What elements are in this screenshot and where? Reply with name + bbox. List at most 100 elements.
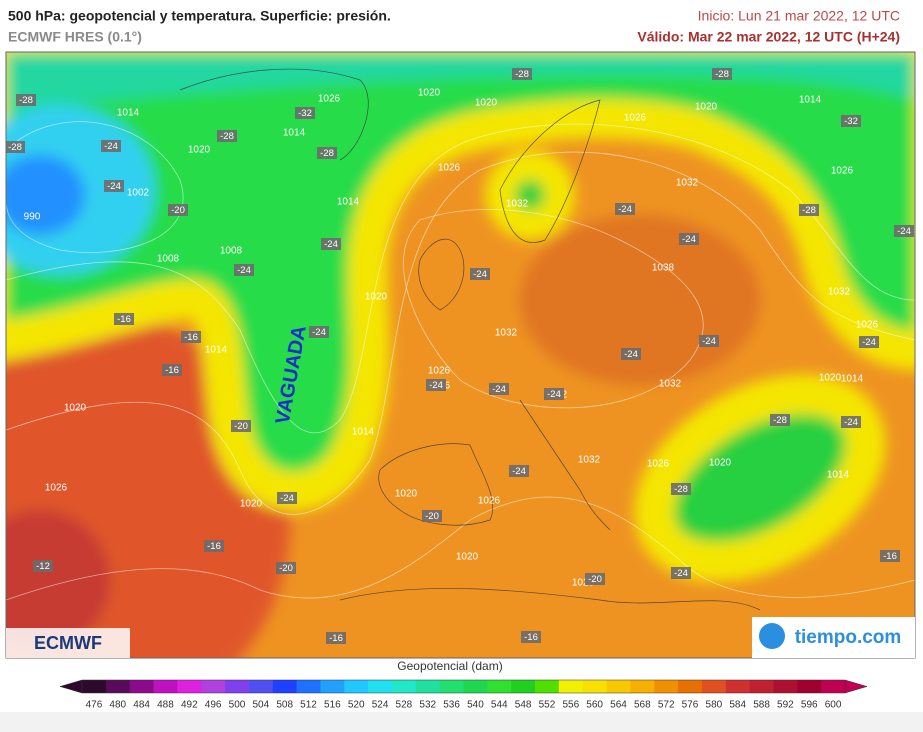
temperature-box — [101, 140, 121, 152]
colorbar-tick-label: 476 — [86, 700, 103, 711]
trough-fill — [6, 52, 915, 472]
temperature-label: -28 — [220, 131, 234, 142]
colorbar-cell — [129, 680, 155, 693]
isobar-label: 1014 — [117, 108, 140, 119]
isobar-label: 1032 — [495, 328, 518, 339]
title: 500 hPa: geopotencial y temperatura. Sup… — [8, 8, 391, 24]
temperature-box — [671, 567, 691, 579]
temperature-label: -24 — [324, 239, 338, 250]
isobar-label: 1020 — [695, 102, 718, 113]
colorbar-tick-label: 536 — [443, 700, 460, 711]
isobar-label: 1002 — [127, 188, 150, 199]
temperature-label: -20 — [425, 511, 439, 522]
isobar-label: 1008 — [157, 254, 180, 265]
temperature-label: -24 — [280, 493, 294, 504]
isobar-label: 1014 — [205, 345, 228, 356]
colorbar-cell — [344, 680, 369, 693]
isobar-label: 1014 — [337, 197, 360, 208]
colorbar-tick-label: 548 — [515, 700, 532, 711]
temperature-label: -28 — [8, 142, 22, 153]
coastline — [179, 68, 369, 161]
valid-time: Válido: Mar 22 mar 2022, 12 UTC (H+24) — [637, 29, 900, 45]
coastline — [519, 399, 611, 531]
colorbar-tick-label: 572 — [658, 700, 675, 711]
temperature-label: -28 — [320, 148, 334, 159]
colorbar-cell — [439, 680, 464, 693]
colorbar-tick-label: 500 — [229, 700, 246, 711]
temperature-label: -28 — [515, 69, 529, 80]
colorbar-tick-label: 504 — [252, 700, 269, 711]
colorbar-tick-label: 512 — [300, 700, 317, 711]
temperature-label: -20 — [171, 205, 185, 216]
temperature-box — [276, 562, 296, 574]
colorbar-tick-label: 576 — [682, 700, 699, 711]
colorbar-cell — [511, 680, 536, 693]
temperature-box — [114, 313, 134, 325]
colorbar-tick-label: 556 — [562, 700, 579, 711]
colorbar-cell — [654, 680, 679, 693]
warm-core — [6, 510, 110, 650]
colorbar-tick-label: 520 — [348, 700, 365, 711]
labels: 1026 1020 1020 1020 1014 1014 1020 1014 1026 1026… — [6, 68, 914, 644]
colorbar-cell — [725, 680, 751, 693]
isobar-label: 1020 — [456, 552, 479, 563]
temperature-label: -16 — [524, 632, 538, 643]
temperature-box — [234, 264, 254, 276]
isobar-label: 1014 — [283, 128, 306, 139]
colorbar-cell — [749, 680, 774, 693]
init-time: Inicio: Lun 21 mar 2022, 12 UTC — [698, 8, 900, 24]
temperature-label: -16 — [883, 551, 897, 562]
temperature-box — [544, 388, 564, 400]
isobar-label: 1032 — [659, 379, 682, 390]
temperature-box — [277, 492, 297, 504]
logo-left-box — [6, 628, 130, 658]
isobar-label: 1026 — [438, 163, 461, 174]
temperature-label: -32 — [298, 108, 312, 119]
isobar-label: 1014 — [841, 374, 864, 385]
temperature-label: -12 — [36, 561, 50, 572]
temperature-box — [168, 204, 188, 216]
colorbar-cell — [248, 680, 274, 693]
isobar-label: 1026 — [318, 94, 341, 105]
contour — [6, 496, 915, 601]
colorbar-cell — [225, 680, 250, 693]
isobar-label: 1026 — [45, 483, 68, 494]
colorbar-tick-label: 560 — [586, 700, 603, 711]
low-core — [6, 155, 85, 235]
colorbar-cell — [272, 680, 298, 693]
colorbar-cell — [821, 680, 846, 693]
temperature-box — [799, 204, 819, 216]
temperature-label: -28 — [674, 484, 688, 495]
temperature-box — [712, 68, 732, 80]
temperature-box — [426, 379, 446, 391]
contour — [403, 209, 704, 409]
isobar-label: 1020 — [475, 98, 498, 109]
coastline — [499, 99, 601, 243]
colorbar-cell — [201, 680, 226, 693]
temperature-box — [841, 115, 861, 127]
colorbar-cell — [678, 680, 703, 693]
colorbar-tick-label: 584 — [729, 700, 746, 711]
temperature-box — [621, 348, 641, 360]
colorbar-tick-label: 544 — [491, 700, 508, 711]
temperature-label: -32 — [844, 116, 858, 127]
isobar-label: 1026 — [428, 366, 451, 377]
colorbar-tick-label: 552 — [539, 700, 556, 711]
map: 1026 1020 1020 1020 1014 1014 1020 1014 1026 1026… — [6, 52, 915, 658]
colorbar-tick-label: 532 — [419, 700, 436, 711]
coastline — [378, 443, 494, 526]
temperature-label: -16 — [165, 365, 179, 376]
colorbar-frame — [81, 679, 846, 694]
temperature-label: -16 — [184, 332, 198, 343]
temperature-box — [321, 238, 341, 250]
isobar-label: 1020 — [709, 458, 732, 469]
temperature-box — [104, 180, 124, 192]
logo-left: ECMWF — [34, 633, 102, 653]
isobar-label: 1020 — [418, 88, 441, 99]
subtitle: ECMWF HRES (0.1°) — [8, 29, 142, 45]
colorbar-cell — [487, 680, 512, 693]
isobar-label: 1026 — [856, 320, 879, 331]
temperature-label: -24 — [312, 327, 326, 338]
colorbar-cell — [177, 680, 202, 693]
